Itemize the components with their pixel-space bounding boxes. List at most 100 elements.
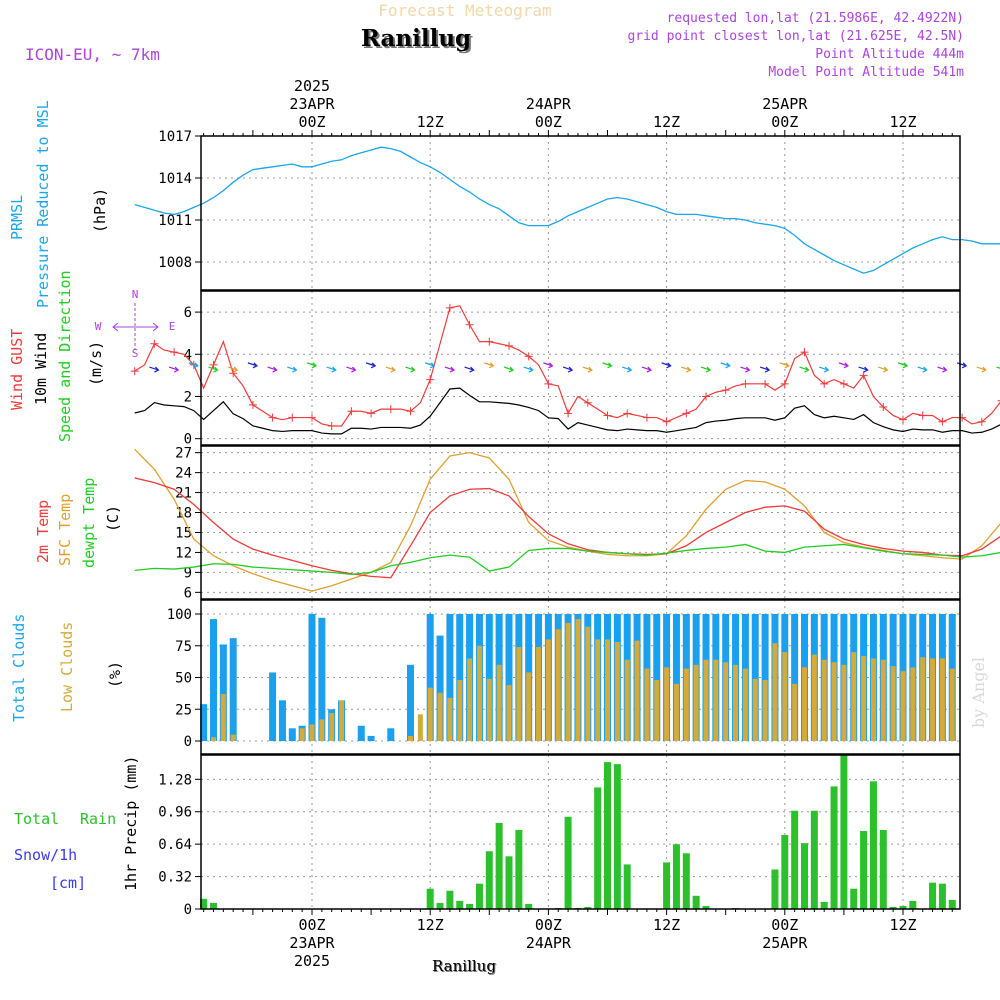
rain-bar (889, 906, 897, 909)
top-date-label: 00Z (535, 113, 562, 131)
wind-direction-arrow (956, 362, 968, 369)
gust-marker (445, 303, 454, 312)
low-cloud-bar (664, 667, 670, 741)
ytick-label: 6 (184, 305, 192, 321)
rain-bar (820, 901, 828, 909)
low-cloud-bar (565, 622, 571, 741)
wind-direction-arrow (543, 362, 554, 369)
top-date-label: 12Z (417, 113, 444, 131)
gust-marker (662, 417, 671, 426)
compass-e: E (169, 320, 176, 333)
rain-bar (781, 835, 789, 909)
ytick-label: 4 (184, 347, 192, 363)
snow-label: Snow/1h (14, 846, 77, 864)
temp2m-label: 2m Temp (34, 500, 52, 563)
rain-bar (594, 787, 602, 909)
gust-marker (879, 403, 888, 412)
rain-bar (623, 864, 631, 909)
total-cloud-bar (367, 735, 375, 741)
panel-frame (200, 290, 961, 446)
low-cloud-bar (870, 658, 876, 741)
rain-bar (515, 829, 523, 909)
wind-direction-arrow (602, 362, 613, 369)
wind-direction-arrow (424, 362, 436, 369)
total-cloud-bar (288, 728, 296, 741)
precip-ylabel: 1hr Precip (mm) (122, 756, 140, 891)
rain-bar (801, 843, 808, 909)
gust-marker (800, 348, 809, 357)
low-cloud-bar (821, 659, 827, 741)
bottom-date-label: 23APR (289, 934, 335, 952)
rain-bar (879, 829, 887, 909)
wind-direction-arrow (838, 362, 849, 369)
low-cloud-bar (555, 629, 561, 741)
gust-marker (229, 369, 238, 378)
ms-label: (m/s) (87, 341, 105, 386)
rain-bar (584, 906, 592, 909)
wind-direction-arrow (818, 366, 830, 373)
ytick-label: 2 (184, 389, 192, 405)
gust-marker (485, 337, 494, 346)
rain-bar (929, 882, 937, 909)
gust-marker (367, 409, 376, 418)
gust-marker (780, 379, 789, 388)
wind-direction-arrow (878, 366, 889, 373)
low-cloud-bar (447, 697, 453, 741)
rain-bar (456, 900, 464, 909)
rain-bar (446, 890, 454, 909)
gridpoint-coords: grid point closest lon,lat (21.625E, 42.… (627, 29, 964, 44)
wind10m-label: 10m Wind (32, 333, 50, 405)
wind-direction-arrow (208, 366, 219, 373)
low-cloud-bar (595, 639, 601, 741)
total-cloud-bar (387, 728, 395, 741)
gust-marker (682, 409, 691, 418)
total-cloud-bar (278, 700, 286, 741)
wind-direction-arrow (247, 362, 258, 369)
low-cloud-bar (339, 700, 345, 741)
wind-direction-arrow (582, 366, 593, 373)
wind-direction-arrow (484, 362, 495, 369)
low-cloud-bar (673, 683, 679, 741)
gust-marker (899, 415, 907, 424)
panel-frame (200, 135, 961, 291)
wind-direction-arrow (562, 366, 574, 373)
sfc-temp-series-line (134, 448, 1000, 592)
low-cloud-bar (516, 647, 522, 741)
rain-bar (436, 902, 444, 909)
total-cloud-bar (446, 614, 454, 741)
gust-marker (583, 398, 592, 407)
low-cloud-bar (211, 737, 216, 741)
rain-bar (850, 888, 858, 909)
low-cloud-bar (467, 658, 473, 741)
total-cloud-bar (672, 614, 680, 741)
ytick-label: 15 (175, 525, 192, 541)
gust-marker (839, 379, 848, 388)
rain-bar (791, 810, 799, 909)
low-cloud-bar (585, 626, 591, 741)
rain-bar (840, 753, 848, 909)
low-cloud-bar (634, 640, 640, 741)
gust-marker (268, 413, 277, 422)
gust-marker (564, 409, 573, 418)
ytick-label: 0 (184, 734, 192, 750)
gust-marker (465, 320, 474, 329)
model-altitude: Model Point Altitude 541m (768, 65, 964, 80)
wind-direction-arrow (149, 366, 160, 373)
low-cloud-bar (654, 680, 660, 741)
ytick-label: 0 (184, 902, 192, 918)
rain-bar (938, 883, 946, 909)
rain-bar (564, 816, 572, 909)
wind-direction-arrow (621, 366, 633, 373)
top-date-label: 24APR (526, 95, 572, 113)
low-cloud-bar (703, 659, 709, 741)
low-cloud-bar (230, 734, 236, 741)
panel4-labels: Total Clouds Low Clouds (%) (10, 614, 124, 722)
rain-bar (475, 883, 483, 909)
top-date-label: 12Z (653, 113, 680, 131)
low-cloud-bar (851, 652, 857, 741)
rain-bar (830, 786, 838, 909)
total-label: Total (14, 810, 59, 828)
wind-direction-arrow (740, 366, 751, 373)
top-date-label: 12Z (889, 113, 916, 131)
wind-direction-arrow (346, 366, 357, 373)
